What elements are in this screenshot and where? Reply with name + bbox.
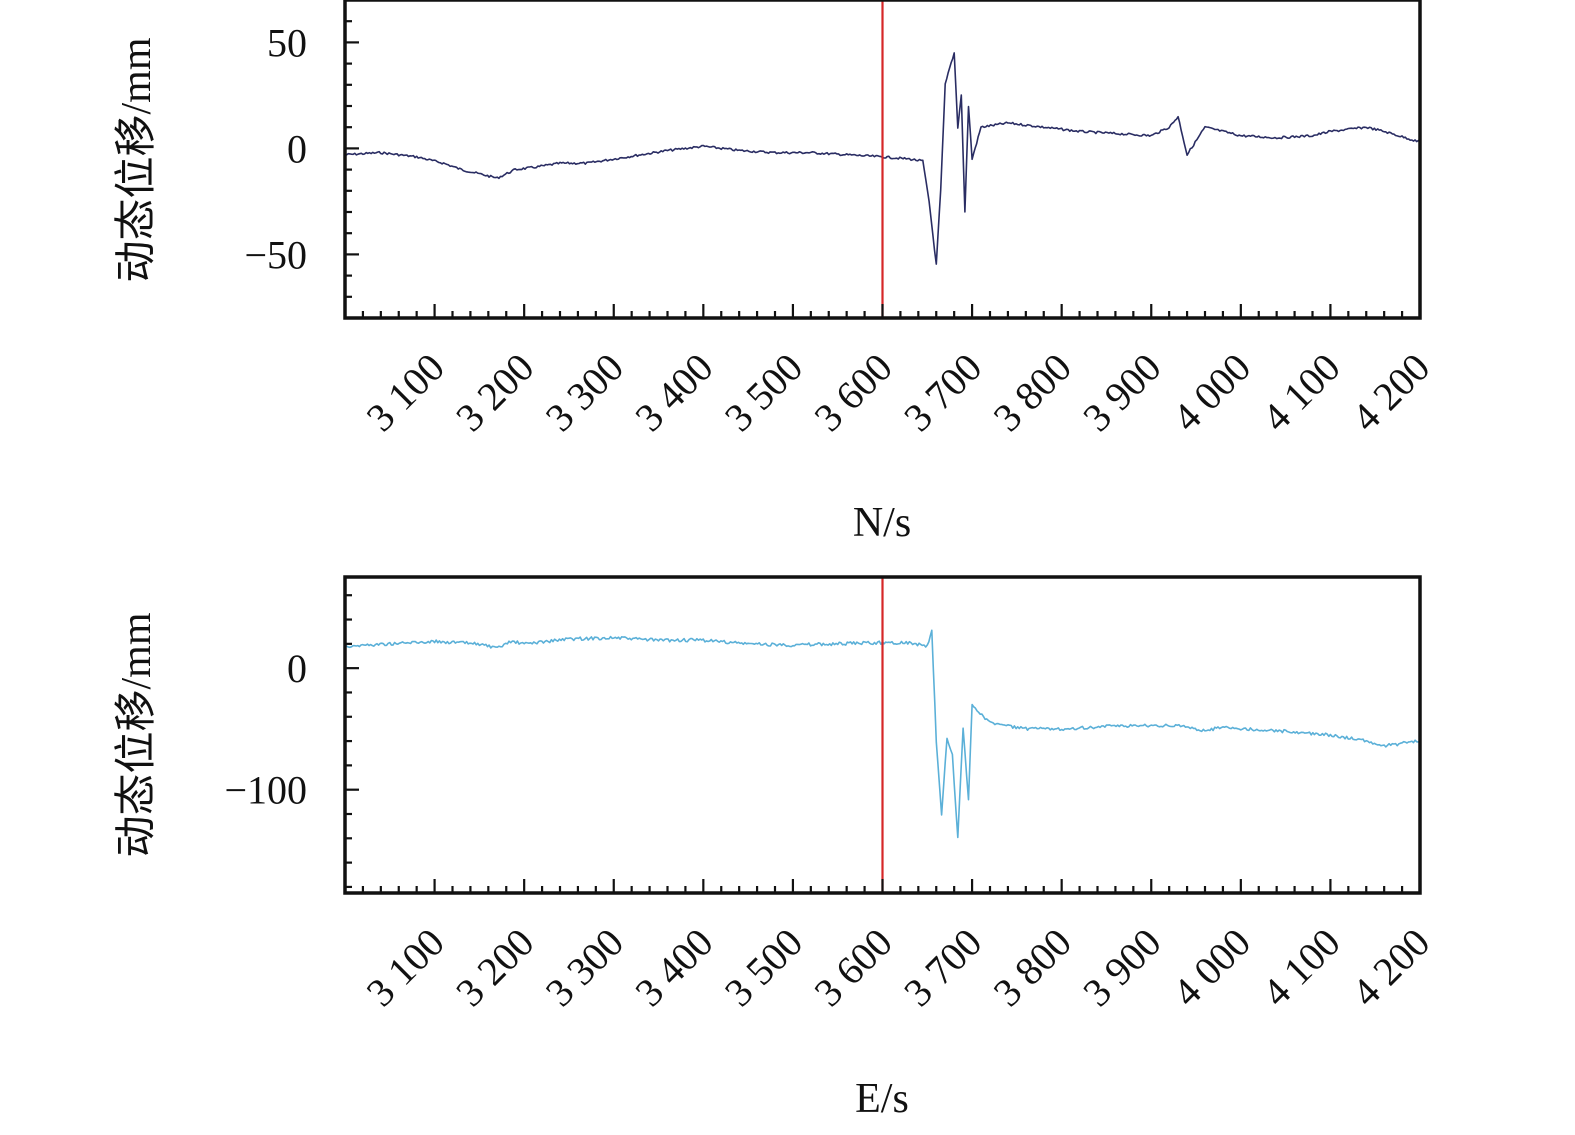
top-x-tick-label: 4 100 [1253,345,1348,440]
bottom-y-tick-label: 0 [287,646,307,691]
bottom-ticks-layer [345,594,1404,893]
top-x-tick-label: 3 900 [1074,345,1169,440]
bottom-x-tick-label: 3 600 [805,920,900,1015]
top-x-tick-label: 4 000 [1164,345,1259,440]
top-x-tick-label: 3 700 [895,345,990,440]
top-x-tick-label: 3 800 [985,345,1080,440]
bottom-y-axis-title: 动态位移/mm [113,612,160,857]
bottom-y-tick-label: −100 [224,768,307,813]
bottom-x-tick-label: 4 000 [1164,920,1259,1015]
bottom-x-tick-label: 3 500 [716,920,811,1015]
bottom-x-tick-label: 4 100 [1253,920,1348,1015]
top-plot-layer [344,0,1421,318]
bottom-x-tick-label: 3 700 [895,920,990,1015]
bottom-x-tick-label: 3 100 [357,920,452,1015]
top-x-axis-title: N/s [853,500,911,546]
bottom-series-line [344,629,1421,839]
bottom-x-tick-label: 4 200 [1343,920,1438,1015]
bottom-x-tick-label: 3 900 [1074,920,1169,1015]
top-x-tick-label: 3 300 [537,345,632,440]
top-x-tick-label: 3 600 [805,345,900,440]
top-x-tick-label: 3 200 [447,345,542,440]
bottom-x-tick-label: 3 800 [985,920,1080,1015]
top-ticks-layer [345,20,1404,318]
top-y-tick-label: 50 [267,20,307,65]
bottom-x-tick-label: 3 200 [447,920,542,1015]
top-x-tick-label: 3 400 [626,345,721,440]
top-y-tick-label: 0 [287,126,307,171]
top-y-tick-label: −50 [244,232,307,277]
top-y-axis-title: 动态位移/mm [113,37,160,282]
bottom-x-tick-label: 3 300 [537,920,632,1015]
bottom-x-tick-label: 3 400 [626,920,721,1015]
top-x-tick-label: 4 200 [1343,345,1438,440]
top-x-tick-label: 3 500 [716,345,811,440]
bottom-x-axis-title: E/s [855,1076,909,1122]
top-x-tick-label: 3 100 [357,345,452,440]
bottom-plot-layer [344,577,1421,893]
